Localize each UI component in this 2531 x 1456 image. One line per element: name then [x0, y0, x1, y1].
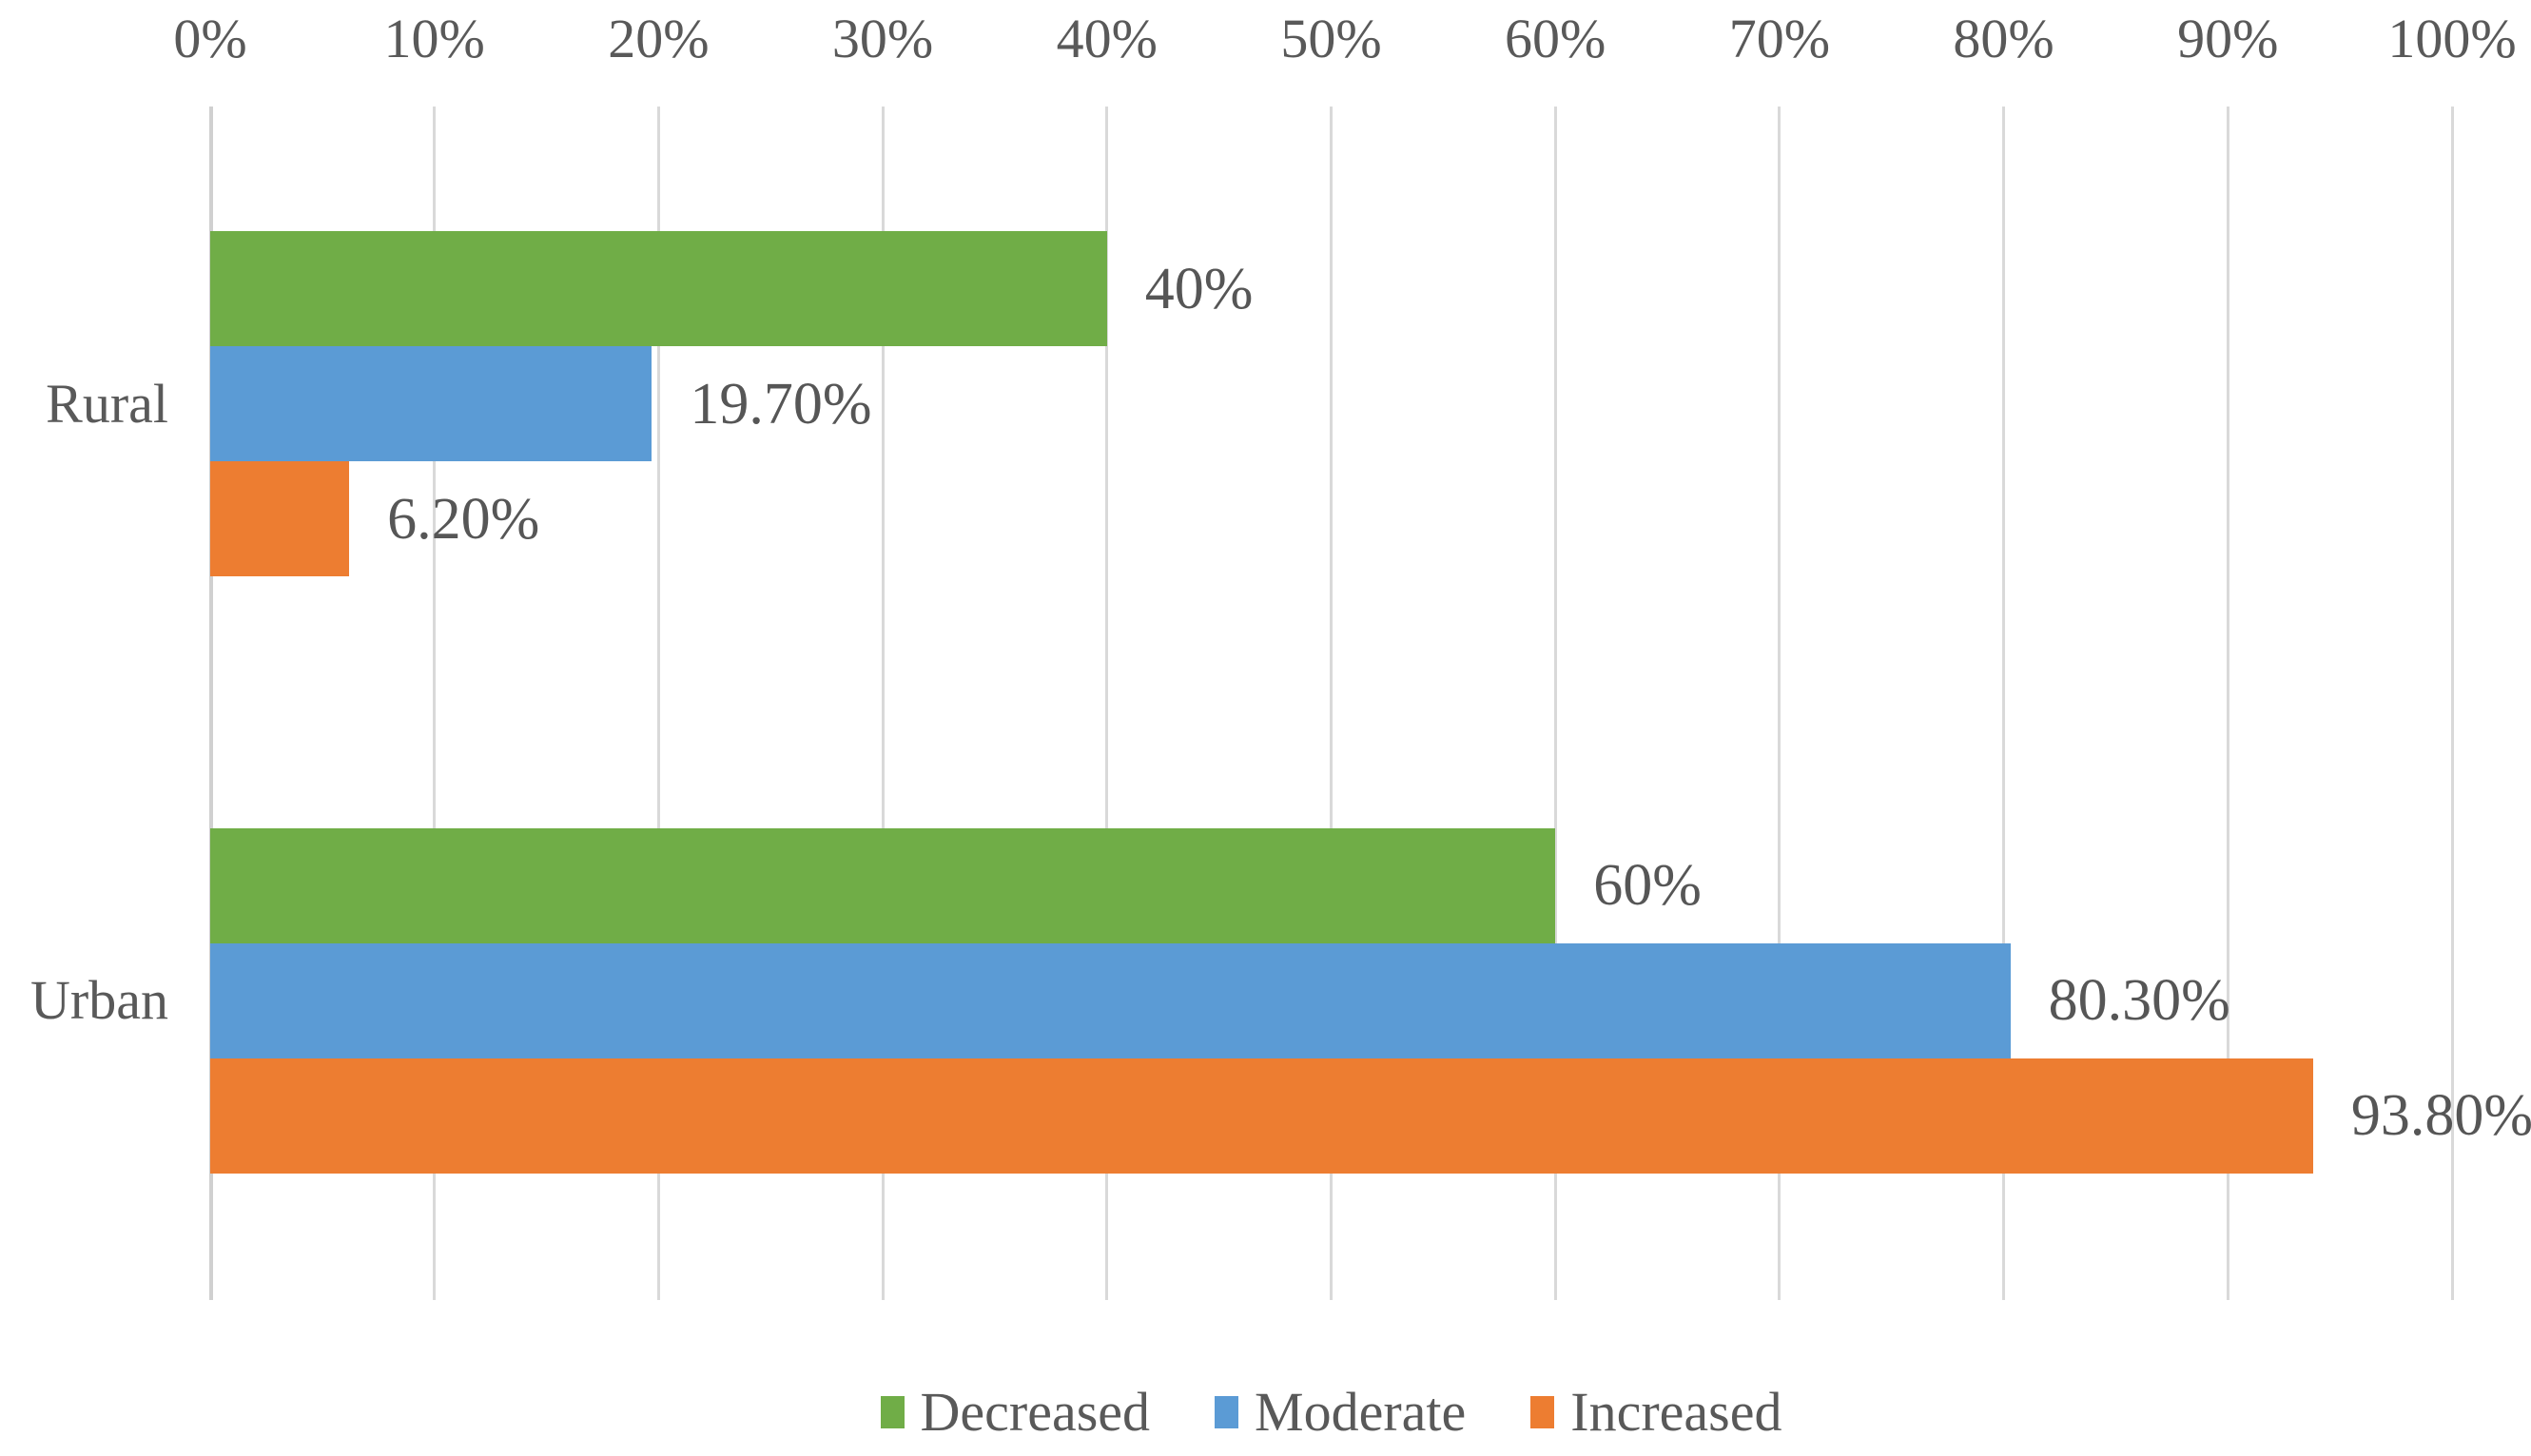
data-label-urban-increased: 93.80%	[2350, 1083, 2531, 1148]
data-label-rural-moderate: 19.70%	[690, 371, 872, 437]
x-axis-tick-label: 50%	[1280, 8, 1382, 69]
gridline	[2002, 107, 2006, 1300]
increased-series-marker-icon	[1530, 1396, 1555, 1428]
decreased-series-marker-icon	[880, 1396, 905, 1428]
bar-urban-decreased	[210, 827, 1556, 943]
gridline	[656, 107, 660, 1300]
x-axis-tick-label: 70%	[1728, 8, 1831, 69]
x-axis-tick-label: 40%	[1056, 8, 1158, 69]
gridline	[433, 107, 437, 1300]
legend-item-moderate: Moderate	[1215, 1385, 1466, 1440]
x-axis-tick-label: 0%	[173, 8, 247, 69]
gridline	[881, 107, 885, 1300]
legend-item-increased: Increased	[1530, 1385, 1781, 1440]
legend: Decreased Moderate Increased	[210, 1375, 2452, 1449]
moderate-series-marker-icon	[1215, 1396, 1239, 1428]
x-axis-tick-label: 10%	[383, 8, 485, 69]
legend-label-decreased: Decreased	[920, 1381, 1151, 1443]
x-axis-tick-label: 60%	[1505, 8, 1606, 69]
gridline	[1778, 107, 1781, 1300]
gridline	[1553, 107, 1557, 1300]
data-label-urban-decreased: 60%	[1593, 853, 1702, 918]
bar-urban-moderate	[210, 942, 2011, 1058]
x-axis-tick-label: 30%	[831, 8, 934, 69]
gridline	[1105, 107, 1109, 1300]
x-axis-tick-label: 100%	[2387, 8, 2517, 69]
bar-urban-increased	[210, 1058, 2313, 1174]
legend-label-moderate: Moderate	[1255, 1381, 1467, 1443]
data-label-rural-increased: 6.20%	[387, 486, 540, 552]
x-axis-tick-label: 90%	[2177, 8, 2279, 69]
bar-rural-increased	[210, 461, 350, 576]
bar-rural-moderate	[210, 346, 652, 461]
x-axis-tick-label: 20%	[608, 8, 710, 69]
legend-label-increased: Increased	[1570, 1381, 1782, 1443]
gridline	[2226, 107, 2229, 1300]
gridline	[2450, 107, 2454, 1300]
gridline	[1330, 107, 1333, 1300]
x-axis-tick-label: 80%	[1953, 8, 2054, 69]
bar-rural-decreased	[210, 231, 1107, 346]
category-label-rural: Rural	[46, 372, 168, 435]
legend-item-decreased: Decreased	[880, 1381, 1151, 1443]
category-label-urban: Urban	[30, 969, 168, 1031]
data-label-rural-decreased: 40%	[1144, 256, 1254, 321]
y-axis-line	[208, 107, 213, 1300]
data-label-urban-moderate: 80.30%	[2048, 968, 2230, 1033]
